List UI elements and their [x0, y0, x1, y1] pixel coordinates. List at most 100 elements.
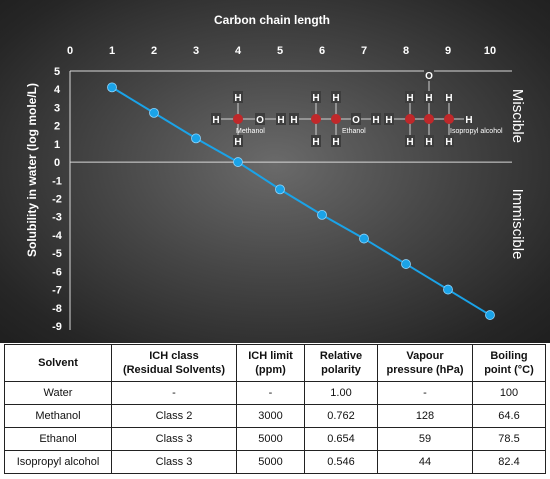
atom-label-background	[331, 91, 341, 103]
cell-relative-polarity: 0.546	[304, 450, 378, 474]
table-row: Isopropyl alcohol Class 3 5000 0.546 44 …	[4, 450, 546, 474]
atom-symbol: H	[445, 93, 452, 104]
y-tick-label: 5	[54, 66, 60, 78]
atom-symbol: C	[312, 115, 319, 126]
atom-label-background	[424, 135, 434, 147]
header-relative-polarity: Relative polarity	[304, 344, 378, 382]
series-line	[111, 86, 491, 316]
y-tick-label: -3	[52, 212, 62, 224]
data-point	[275, 184, 285, 195]
y-tick-label: 3	[54, 102, 60, 114]
immiscible-label: Immiscible	[509, 189, 526, 260]
atom-symbol: H	[406, 137, 413, 148]
header-ich-limit: ICH limit (ppm)	[236, 344, 305, 382]
y-tick-label: 0	[54, 157, 60, 169]
y-tick-label: -2	[52, 194, 62, 206]
atom-symbol: H	[332, 137, 339, 148]
molecule-name-label: Methanol	[236, 128, 265, 135]
data-point	[485, 310, 495, 320]
x-axis-title: Carbon chain length	[214, 13, 330, 27]
atom-symbol: O	[256, 115, 264, 126]
x-tick-label: 8	[403, 45, 409, 57]
atom-label-background	[405, 91, 415, 103]
cell-boiling-point: 78.5	[472, 427, 546, 451]
x-tick-label: 0	[67, 45, 73, 57]
y-tick-labels: 5 4 3 2 1 0 -1 -2 -3 -4 -5 -6 -7 -8 -9	[52, 66, 63, 333]
x-tick-label: 10	[484, 45, 496, 57]
atom-label-background	[289, 113, 299, 125]
y-tick-label: -8	[52, 303, 62, 315]
atom-label-background	[311, 135, 321, 147]
data-point	[149, 107, 159, 118]
cell-ich-class: Class 3	[111, 427, 237, 451]
y-tick-label: -1	[52, 175, 62, 187]
atom-symbol: H	[445, 137, 452, 148]
data-point	[359, 233, 369, 244]
carbon-atom-marker	[233, 114, 243, 124]
cell-ich-class: Class 2	[111, 404, 237, 428]
atom-label-background	[233, 135, 243, 147]
atom-symbol: H	[372, 115, 379, 126]
y-tick-label: -7	[52, 285, 62, 297]
data-point	[233, 157, 243, 167]
table-header-row: Solvent ICH class (Residual Solvents) ICH…	[4, 344, 546, 382]
x-tick-label: 4	[235, 45, 242, 57]
atom-symbol: O	[352, 115, 360, 126]
atom-label-background	[464, 113, 474, 125]
cell-relative-polarity: 1.00	[304, 381, 378, 405]
atom-label-background	[405, 135, 415, 147]
y-tick-label: -9	[52, 321, 62, 333]
cell-ich-class: Class 3	[111, 450, 237, 474]
carbon-atom-marker	[424, 114, 434, 124]
cell-ich-limit: 3000	[236, 404, 305, 428]
carbon-atom-marker	[311, 114, 321, 124]
cell-vapour-pressure: 59	[377, 427, 473, 451]
atom-label-background	[424, 91, 434, 103]
cell-solvent: Ethanol	[4, 427, 112, 451]
molecule-name-label: Ethanol	[342, 128, 366, 135]
x-tick-label: 7	[361, 45, 367, 57]
data-point	[443, 284, 453, 295]
y-tick-label: -5	[52, 248, 62, 260]
atom-symbol: H	[385, 115, 392, 126]
y-axis-title: Solubility in water (log mole/L)	[25, 83, 39, 257]
atom-symbol: H	[406, 93, 413, 104]
molecule-name-label: Isopropyl alcohol	[450, 128, 503, 135]
atom-label-background	[371, 113, 381, 125]
x-tick-labels: 0 1 2 3 4 5 6 7 8 9 10	[67, 45, 496, 57]
atom-symbol: O	[425, 71, 433, 82]
atom-symbol: C	[406, 115, 413, 126]
y-tick-label: 1	[54, 139, 60, 151]
cell-vapour-pressure: 44	[377, 450, 473, 474]
atom-symbol: C	[332, 115, 339, 126]
solvent-properties-table: Solvent ICH class (Residual Solvents) ICH…	[4, 344, 546, 474]
atom-symbol: C	[445, 115, 452, 126]
atom-label-background	[424, 69, 434, 81]
cell-solvent: Isopropyl alcohol	[4, 450, 112, 474]
atom-symbol: H	[332, 93, 339, 104]
atom-label-background	[311, 91, 321, 103]
header-boiling-point: Boiling point (°C)	[472, 344, 546, 382]
atom-symbol: H	[465, 115, 472, 126]
cell-vapour-pressure: -	[377, 381, 473, 405]
table-row: Ethanol Class 3 5000 0.654 59 78.5	[4, 427, 546, 451]
carbon-atom-marker	[444, 114, 454, 124]
cell-boiling-point: 100	[472, 381, 546, 405]
x-tick-label: 1	[109, 45, 115, 57]
cell-ich-limit: 5000	[236, 427, 305, 451]
carbon-atom-marker	[405, 114, 415, 124]
atom-symbol: H	[290, 115, 297, 126]
atom-label-background	[351, 113, 361, 125]
cell-ich-class: -	[111, 381, 237, 405]
y-tick-label: 2	[54, 121, 60, 133]
x-tick-label: 9	[445, 45, 451, 57]
atom-label-background	[255, 113, 265, 125]
miscible-label: Miscible	[509, 89, 526, 143]
atom-label-background	[444, 135, 454, 147]
x-tick-label: 6	[319, 45, 325, 57]
x-tick-label: 2	[151, 45, 157, 57]
series-solubility	[107, 82, 495, 320]
atom-symbol: H	[425, 137, 432, 148]
atom-symbol: C	[425, 115, 432, 126]
